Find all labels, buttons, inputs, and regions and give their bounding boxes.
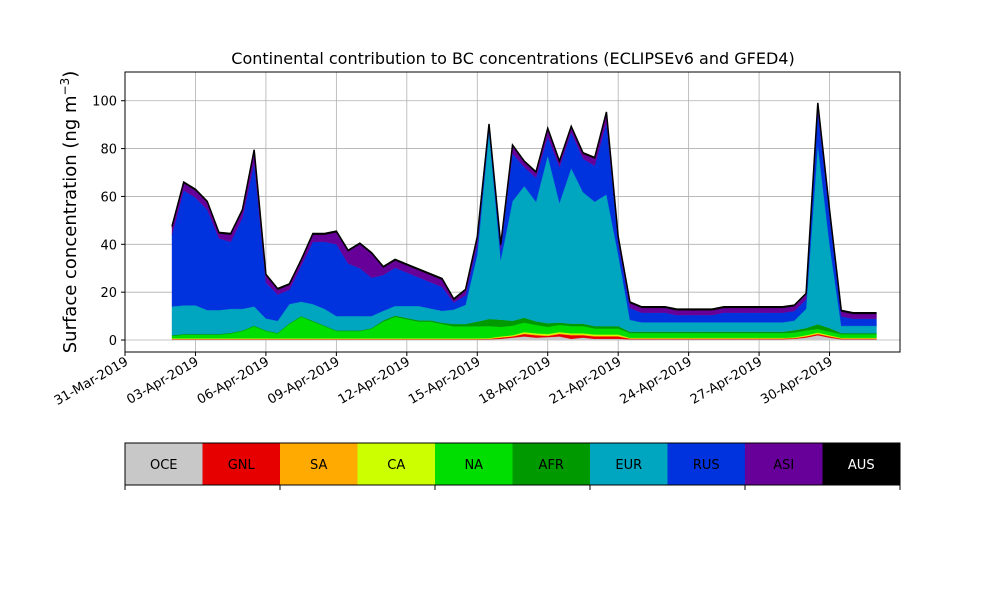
y-axis-label-close: ) <box>60 71 81 78</box>
x-tick-label: 21-Apr-2019 <box>547 354 624 407</box>
y-axis-label: Surface concentration (ng m−3) <box>58 71 81 354</box>
legend-swatch-asi <box>745 443 823 485</box>
legend-label-na: NA <box>464 458 483 473</box>
x-tick-label: 18-Apr-2019 <box>477 354 554 407</box>
y-tick-label: 20 <box>100 286 117 301</box>
x-tick-label: 27-Apr-2019 <box>688 354 765 407</box>
x-tick-label: 31-Mar-2019 <box>52 354 131 408</box>
legend-label-gnl: GNL <box>228 458 256 473</box>
legend-label-ca: CA <box>387 458 405 473</box>
y-tick-label: 100 <box>92 95 117 110</box>
legend-frame <box>124 442 901 486</box>
y-axis-label-sup: −3 <box>58 78 72 96</box>
x-tick-label: 24-Apr-2019 <box>618 354 695 407</box>
legend-label-sa: SA <box>310 458 327 473</box>
legend-colorbar: OCE GNL SA CA NA AFR EUR RUS ASI AUS <box>124 442 901 490</box>
legend-swatch-oce <box>125 443 203 485</box>
y-tick-label: 60 <box>100 190 117 205</box>
x-tick-label: 12-Apr-2019 <box>336 354 413 407</box>
x-tick-label: 03-Apr-2019 <box>124 354 201 407</box>
legend-label-aus: AUS <box>848 458 875 473</box>
y-axis-label-main: Surface concentration (ng m <box>60 95 81 353</box>
legend-swatch-gnl <box>202 443 280 485</box>
total-line <box>171 102 877 314</box>
y-tick-label: 40 <box>100 238 117 253</box>
legend-label-afr: AFR <box>539 458 564 473</box>
x-tick-label: 09-Apr-2019 <box>265 354 342 407</box>
axes-frame <box>124 71 901 353</box>
x-axis: 31-Mar-201903-Apr-201906-Apr-201909-Apr-… <box>52 352 836 409</box>
legend-swatch-afr <box>512 443 590 485</box>
chart-title: Continental contribution to BC concentra… <box>231 49 794 68</box>
x-tick-label: 30-Apr-2019 <box>758 354 835 407</box>
legend-swatch-ca <box>357 443 435 485</box>
y-tick-label: 80 <box>100 143 117 158</box>
series-areas <box>171 102 877 341</box>
legend-label-rus: RUS <box>693 458 720 473</box>
legend-swatch-sa <box>280 443 358 485</box>
legend-swatch-aus <box>822 443 900 485</box>
plot-area: 31-Mar-201903-Apr-201906-Apr-201909-Apr-… <box>52 71 901 409</box>
legend-label-asi: ASI <box>773 458 794 473</box>
x-tick-label: 15-Apr-2019 <box>406 354 483 407</box>
y-axis: 0 20 40 60 80 100 <box>92 95 125 349</box>
legend-swatch-rus <box>667 443 745 485</box>
legend-label-eur: EUR <box>615 458 642 473</box>
x-tick-label: 06-Apr-2019 <box>195 354 272 407</box>
legend-swatch-eur <box>590 443 668 485</box>
legend-label-oce: OCE <box>150 458 178 473</box>
legend-swatch-na <box>435 443 513 485</box>
y-tick-label: 0 <box>109 334 117 349</box>
